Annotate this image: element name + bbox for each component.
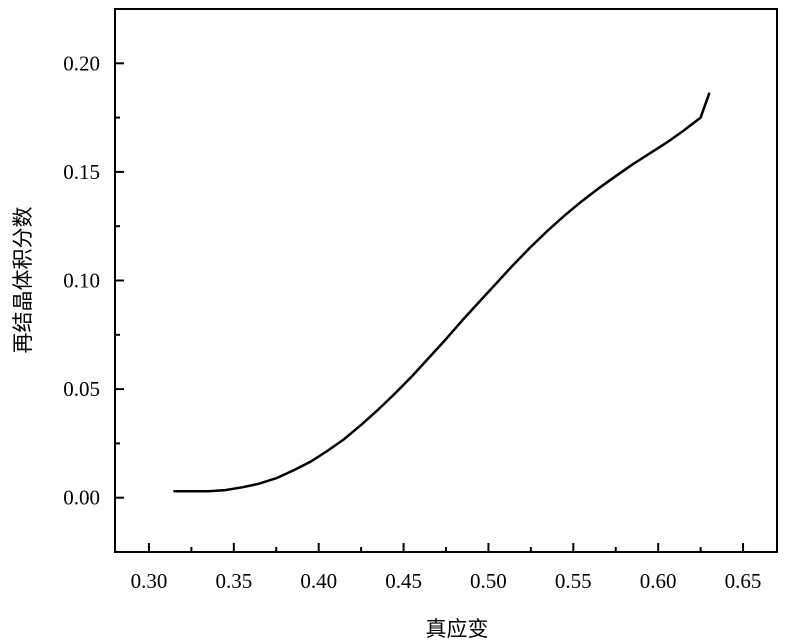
plot-frame xyxy=(114,8,778,553)
y-tick-label: 0.20 xyxy=(63,51,100,75)
x-tick-label: 0.65 xyxy=(725,569,762,593)
y-axis-title: 再结晶体积分数 xyxy=(11,207,35,354)
x-tick-label: 0.45 xyxy=(385,569,422,593)
x-tick-label: 0.50 xyxy=(470,569,507,593)
x-tick-label: 0.35 xyxy=(215,569,252,593)
x-tick-label: 0.40 xyxy=(300,569,337,593)
y-tick-label: 0.00 xyxy=(63,486,100,510)
series-line xyxy=(173,92,711,493)
x-tick-label: 0.55 xyxy=(555,569,592,593)
x-axis-title: 真应变 xyxy=(426,617,489,641)
y-tick-label: 0.10 xyxy=(63,269,100,293)
y-axis-ticks: 0.00 0.05 0.10 0.15 0.20 xyxy=(63,51,124,510)
x-tick-label: 0.30 xyxy=(131,569,168,593)
x-axis-ticks: 0.30 0.35 0.40 0.45 0.50 0.55 0.60 0.65 xyxy=(131,543,762,593)
y-tick-label: 0.05 xyxy=(63,377,100,401)
y-tick-label: 0.15 xyxy=(63,160,100,184)
x-tick-label: 0.60 xyxy=(640,569,677,593)
